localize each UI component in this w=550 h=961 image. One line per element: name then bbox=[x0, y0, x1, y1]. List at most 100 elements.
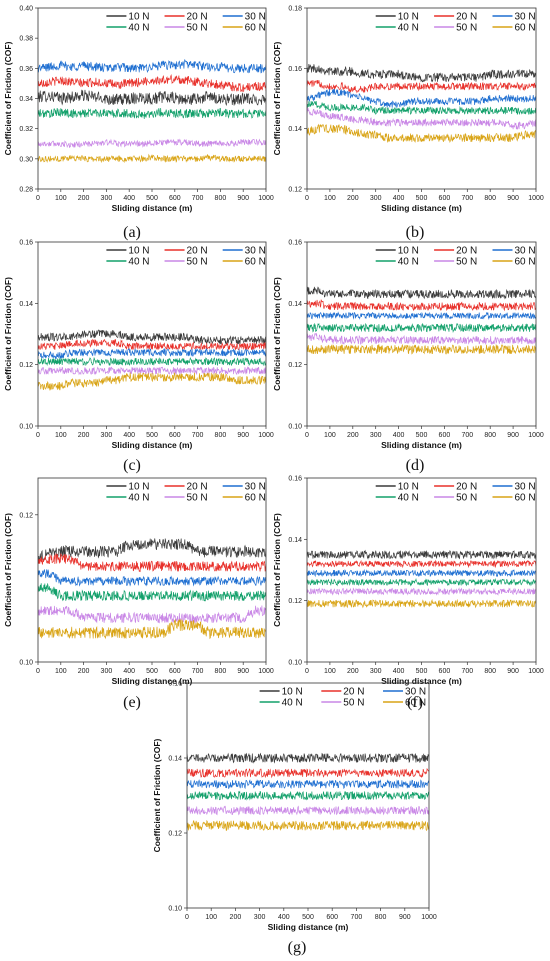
x-tick-label: 100 bbox=[55, 195, 67, 202]
x-tick-label: 400 bbox=[278, 914, 290, 921]
x-tick-label: 600 bbox=[439, 195, 451, 202]
x-axis-label: Sliding distance (m) bbox=[381, 676, 462, 686]
series-line-50n bbox=[38, 366, 266, 376]
y-tick-label: 0.14 bbox=[288, 301, 302, 308]
x-tick-label: 300 bbox=[101, 668, 113, 675]
y-tick-label: 0.10 bbox=[168, 906, 182, 913]
x-tick-label: 100 bbox=[55, 668, 67, 675]
x-tick-label: 400 bbox=[393, 668, 405, 675]
legend-label: 40 N bbox=[398, 23, 419, 34]
x-tick-label: 800 bbox=[215, 195, 227, 202]
x-tick-label: 100 bbox=[55, 432, 67, 439]
legend-label: 30 N bbox=[514, 246, 535, 257]
series-line-40n bbox=[187, 790, 429, 801]
series-line-20n bbox=[38, 73, 266, 93]
x-tick-label: 900 bbox=[237, 432, 249, 439]
y-tick-label: 0.36 bbox=[19, 66, 33, 73]
legend: 10 N 20 N 30 N 40 N 50 N 60 N bbox=[106, 12, 266, 34]
y-axis-label: Coefficient of Friction (COF) bbox=[272, 513, 282, 627]
legend: 10 N 20 N 30 N 40 N 50 N 60 N bbox=[259, 687, 426, 709]
series-line-30n bbox=[38, 347, 266, 360]
legend-label: 10 N bbox=[128, 482, 149, 493]
legend-label: 30 N bbox=[514, 482, 535, 493]
x-tick-label: 400 bbox=[123, 195, 135, 202]
x-tick-label: 0 bbox=[36, 432, 40, 439]
legend-label: 60 N bbox=[245, 493, 266, 504]
y-tick-label: 0.16 bbox=[288, 476, 302, 483]
y-tick-label: 0.30 bbox=[19, 156, 33, 163]
x-tick-label: 900 bbox=[237, 195, 249, 202]
x-tick-label: 0 bbox=[305, 668, 309, 675]
series-line-50n bbox=[307, 332, 536, 346]
legend-label: 40 N bbox=[128, 257, 149, 268]
plot-frame bbox=[306, 241, 537, 427]
legend: 10 N 20 N 30 N 40 N 50 N 60 N bbox=[375, 12, 536, 34]
series-line-10n bbox=[307, 286, 536, 300]
y-tick-label: 0.12 bbox=[288, 362, 302, 369]
legend: 10 N 20 N 30 N 40 N 50 N 60 N bbox=[106, 246, 266, 268]
panel-label: (d) bbox=[406, 457, 425, 474]
y-tick-label: 0.14 bbox=[288, 126, 302, 133]
panel-label: (f) bbox=[407, 694, 423, 711]
legend-label: 20 N bbox=[456, 246, 477, 257]
chart-panel-f: 0 100 200 300 400 500 600 700 800 900 1000 0.10 0.12… bbox=[272, 476, 544, 712]
y-axis-label: Coefficient of Friction (COF) bbox=[3, 41, 13, 155]
x-tick-label: 600 bbox=[439, 432, 451, 439]
legend-label: 10 N bbox=[282, 687, 303, 698]
x-tick-label: 0 bbox=[185, 914, 189, 921]
legend: 10 N 20 N 30 N 40 N 50 N 60 N bbox=[375, 246, 536, 268]
x-tick-label: 0 bbox=[36, 668, 40, 675]
series-line-50n bbox=[187, 805, 429, 816]
x-tick-label: 400 bbox=[393, 195, 405, 202]
series-line-40n bbox=[38, 356, 266, 367]
y-tick-label: 0.14 bbox=[19, 301, 33, 308]
series-line-10n bbox=[307, 63, 536, 83]
legend-label: 30 N bbox=[245, 12, 266, 23]
legend-label: 10 N bbox=[398, 12, 419, 23]
series-line-10n bbox=[187, 752, 429, 764]
y-tick-label: 0.14 bbox=[288, 537, 302, 544]
y-tick-label: 0.12 bbox=[168, 831, 182, 838]
legend-label: 30 N bbox=[514, 12, 535, 23]
legend-label: 50 N bbox=[187, 493, 208, 504]
legend-label: 50 N bbox=[456, 493, 477, 504]
x-axis-label: Sliding distance (m) bbox=[381, 440, 462, 450]
panel-label: (c) bbox=[123, 457, 141, 474]
series-group bbox=[307, 549, 536, 609]
y-axis-label: Coefficient of Friction (COF) bbox=[272, 41, 282, 155]
x-tick-label: 900 bbox=[399, 914, 411, 921]
y-tick-label: 0.16 bbox=[288, 240, 302, 247]
x-tick-label: 800 bbox=[484, 668, 496, 675]
y-tick-label: 0.10 bbox=[288, 660, 302, 667]
chart-panel-b: 0 100 200 300 400 500 600 700 800 900 1000 0.12 0.14… bbox=[272, 6, 544, 242]
legend-label: 40 N bbox=[282, 698, 303, 709]
y-tick-label: 0.16 bbox=[288, 66, 302, 73]
x-tick-label: 300 bbox=[101, 195, 113, 202]
series-line-30n bbox=[307, 568, 536, 578]
x-tick-label: 600 bbox=[439, 668, 451, 675]
y-tick-label: 0.12 bbox=[288, 187, 302, 194]
x-tick-label: 400 bbox=[123, 668, 135, 675]
series-line-60n bbox=[307, 343, 536, 355]
x-tick-label: 300 bbox=[370, 432, 382, 439]
y-tick-label: 0.18 bbox=[288, 6, 302, 13]
legend-label: 20 N bbox=[343, 687, 364, 698]
x-tick-label: 1000 bbox=[421, 914, 437, 921]
y-tick-label: 0.16 bbox=[19, 240, 33, 247]
series-line-20n bbox=[38, 553, 266, 573]
y-tick-label: 0.12 bbox=[288, 598, 302, 605]
x-axis-label: Sliding distance (m) bbox=[112, 203, 193, 213]
x-tick-label: 1000 bbox=[528, 432, 544, 439]
legend-label: 60 N bbox=[514, 493, 535, 504]
x-tick-label: 100 bbox=[324, 195, 336, 202]
y-tick-label: 0.10 bbox=[19, 660, 33, 667]
x-tick-label: 800 bbox=[484, 432, 496, 439]
legend-label: 50 N bbox=[456, 257, 477, 268]
series-line-20n bbox=[187, 767, 429, 779]
x-tick-label: 1000 bbox=[528, 668, 544, 675]
legend-label: 50 N bbox=[343, 698, 364, 709]
x-tick-label: 300 bbox=[370, 195, 382, 202]
series-line-30n bbox=[38, 58, 266, 74]
series-line-30n bbox=[38, 569, 266, 587]
x-tick-label: 500 bbox=[302, 914, 314, 921]
